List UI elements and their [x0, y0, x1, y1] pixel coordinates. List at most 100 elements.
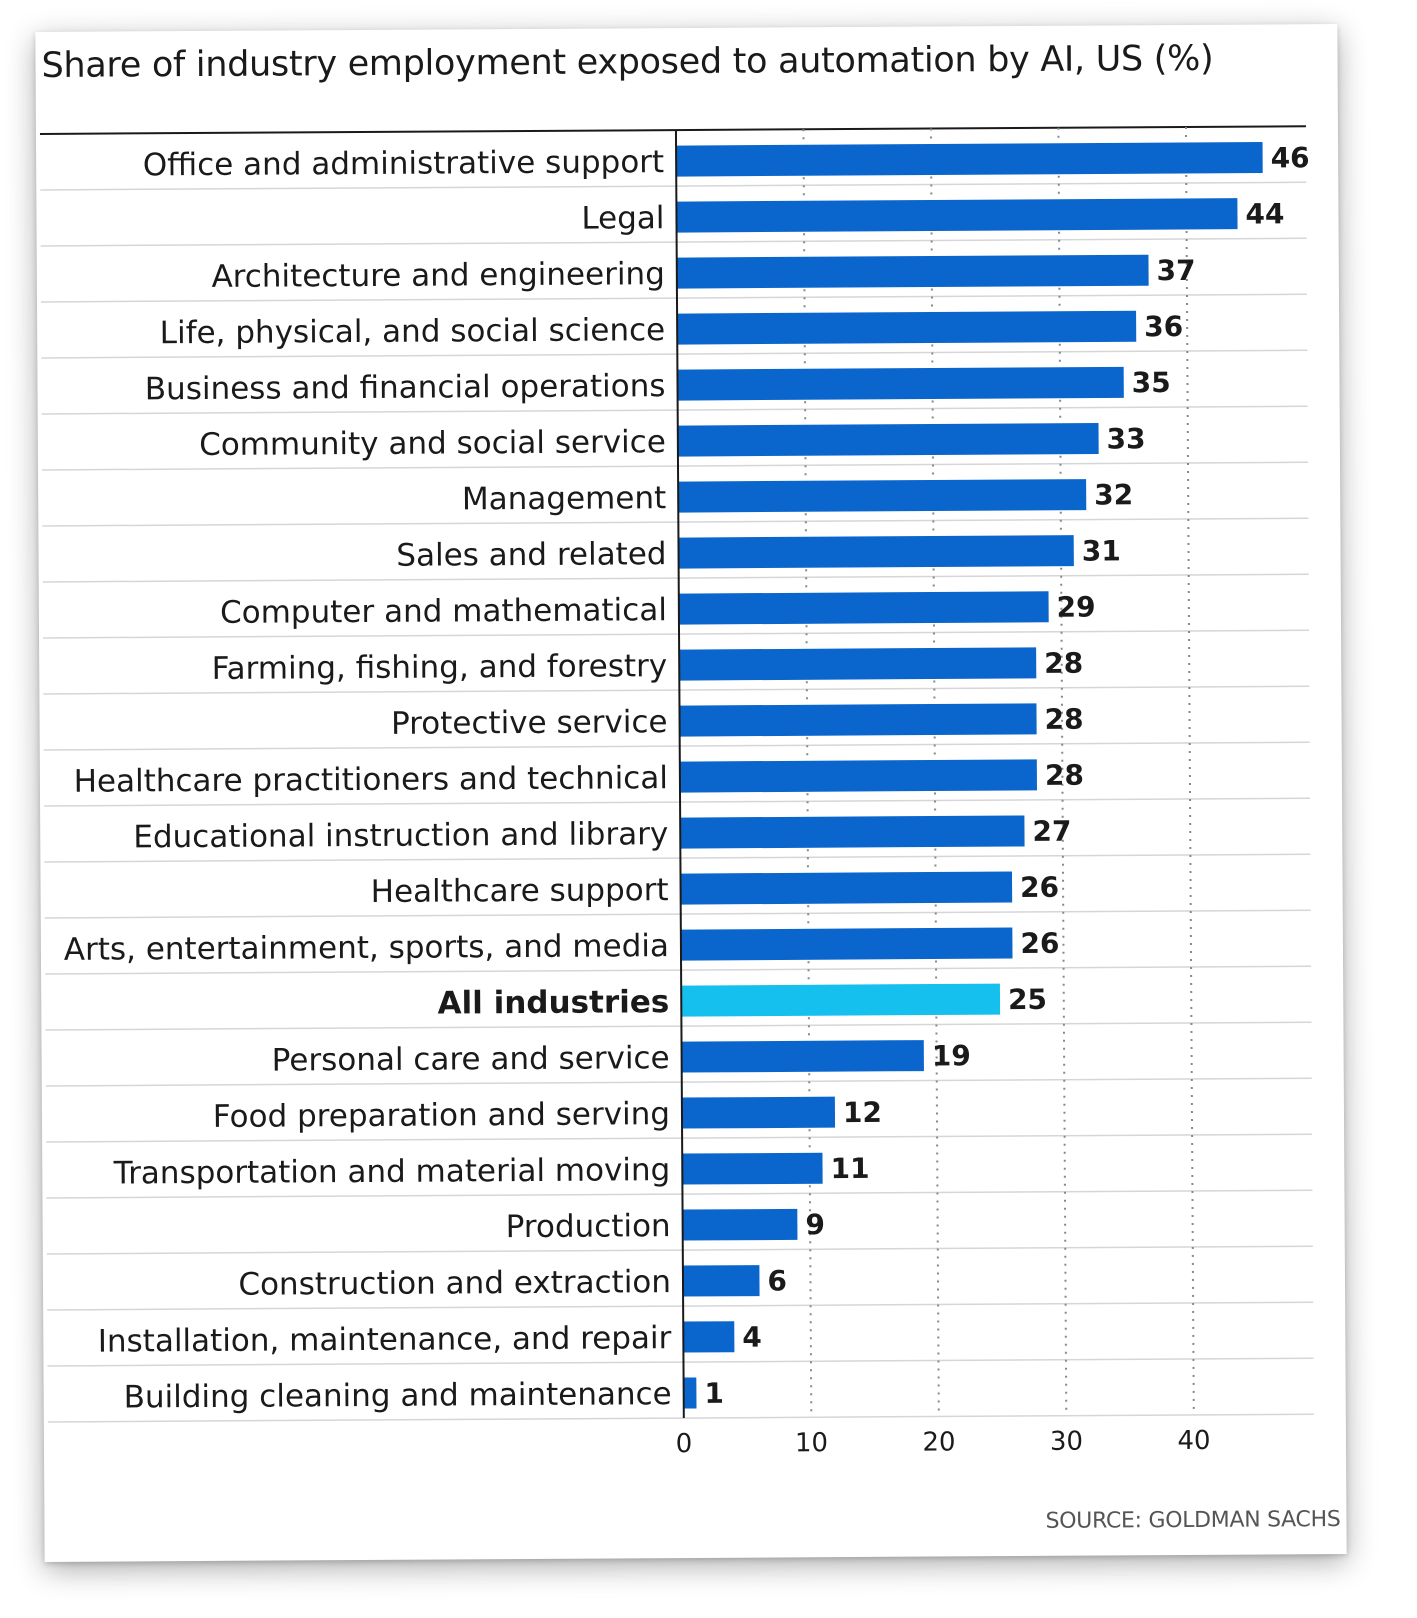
category-label: Food preparation and serving [213, 1096, 670, 1135]
value-label: 19 [932, 1039, 971, 1072]
row-separator [47, 1357, 1314, 1367]
category-label: Building cleaning and maintenance [124, 1376, 672, 1415]
value-label: 9 [805, 1208, 825, 1241]
category-label: Management [462, 480, 666, 517]
bar [678, 479, 1087, 513]
row-separator [43, 741, 1310, 751]
value-label: 37 [1156, 254, 1195, 287]
row-separator [45, 1077, 1312, 1087]
bar [683, 1321, 735, 1353]
value-label: 46 [1271, 141, 1310, 174]
row-separator [44, 909, 1311, 919]
value-label: 28 [1045, 759, 1084, 792]
top-rule [39, 125, 1306, 135]
x-tick-label: 40 [1177, 1426, 1210, 1456]
value-label: 31 [1082, 534, 1121, 567]
category-label: Healthcare support [371, 872, 669, 910]
category-label: Community and social service [199, 424, 666, 463]
value-label: 32 [1094, 478, 1133, 511]
category-label: Computer and mathematical [220, 592, 667, 631]
value-label: 26 [1020, 927, 1059, 960]
x-tick-label: 30 [1050, 1427, 1083, 1457]
value-label: 11 [830, 1152, 869, 1185]
bar [678, 535, 1074, 569]
bar [676, 254, 1149, 289]
category-label: Business and financial operations [145, 368, 666, 407]
category-label: All industries [438, 984, 670, 1021]
bar [677, 366, 1124, 401]
bar [678, 591, 1049, 625]
category-label: Production [506, 1208, 671, 1245]
row-separator [45, 965, 1312, 975]
row-separator [44, 797, 1311, 807]
bar [679, 647, 1037, 681]
bar [677, 423, 1099, 457]
bar [683, 1377, 697, 1409]
x-tick-label: 20 [922, 1427, 955, 1457]
value-label: 27 [1032, 815, 1071, 848]
row-separator [47, 1301, 1314, 1311]
row-separator [42, 517, 1309, 527]
category-label: Farming, fishing, and forestry [212, 648, 668, 687]
value-label: 1 [704, 1377, 724, 1410]
category-label: Arts, entertainment, sports, and media [64, 928, 669, 968]
row-separator [40, 181, 1307, 191]
category-label: Life, physical, and social science [160, 312, 666, 351]
value-label: 12 [843, 1096, 882, 1129]
value-label: 33 [1106, 422, 1145, 455]
row-separator [46, 1133, 1313, 1143]
bar [677, 310, 1137, 345]
x-tick-label: 0 [676, 1429, 693, 1459]
value-label: 29 [1057, 591, 1096, 624]
row-separator [41, 349, 1308, 359]
category-label: Protective service [391, 704, 668, 742]
value-label: 28 [1044, 647, 1083, 680]
value-label: 6 [767, 1264, 787, 1297]
bar-chart: 0 10 20 30 40 Office and administrative suppo… [39, 125, 1314, 1459]
value-label: 28 [1044, 703, 1083, 736]
value-label: 25 [1008, 983, 1047, 1016]
value-label: 36 [1144, 310, 1183, 343]
chart-card: Share of industry employment exposed to … [35, 24, 1347, 1562]
row-separator [46, 1245, 1313, 1255]
category-label: Legal [581, 200, 664, 237]
grid-line [802, 129, 813, 1418]
bar [679, 759, 1037, 793]
category-label: Transportation and material moving [113, 1152, 671, 1191]
y-axis-line [674, 130, 685, 1419]
bar [680, 815, 1025, 849]
category-label: Architecture and engineering [211, 256, 665, 295]
value-label: 35 [1132, 366, 1171, 399]
bar [680, 927, 1013, 961]
bar [681, 1096, 836, 1129]
bar [680, 871, 1013, 905]
row-separator [40, 293, 1307, 303]
row-separator [42, 573, 1309, 583]
category-label: Sales and related [396, 536, 666, 574]
row-separator [40, 237, 1307, 247]
row-separator [42, 461, 1308, 471]
row-separator [41, 405, 1308, 415]
row-separator [43, 685, 1310, 695]
category-label: Construction and extraction [238, 1264, 671, 1303]
value-label: 44 [1245, 197, 1284, 230]
category-label: Office and administrative support [143, 144, 665, 183]
category-label: Installation, maintenance, and repair [98, 1320, 672, 1360]
category-label: Personal care and service [272, 1040, 670, 1078]
bar [682, 1265, 760, 1297]
grid-line [929, 128, 940, 1417]
chart-source: SOURCE: GOLDMAN SACHS [1045, 1507, 1341, 1534]
bar [682, 1208, 798, 1241]
bar [681, 1040, 924, 1073]
row-separator [47, 1413, 1314, 1423]
row-separator [44, 853, 1311, 863]
value-label: 26 [1020, 871, 1059, 904]
category-label: Healthcare practitioners and technical [74, 760, 668, 800]
x-tick-label: 10 [795, 1428, 828, 1458]
category-label: Educational instruction and library [133, 816, 668, 855]
bar [676, 198, 1238, 233]
row-separator [43, 629, 1310, 639]
grid-line [1184, 126, 1195, 1415]
value-label: 4 [742, 1321, 762, 1354]
row-separator [46, 1189, 1313, 1199]
